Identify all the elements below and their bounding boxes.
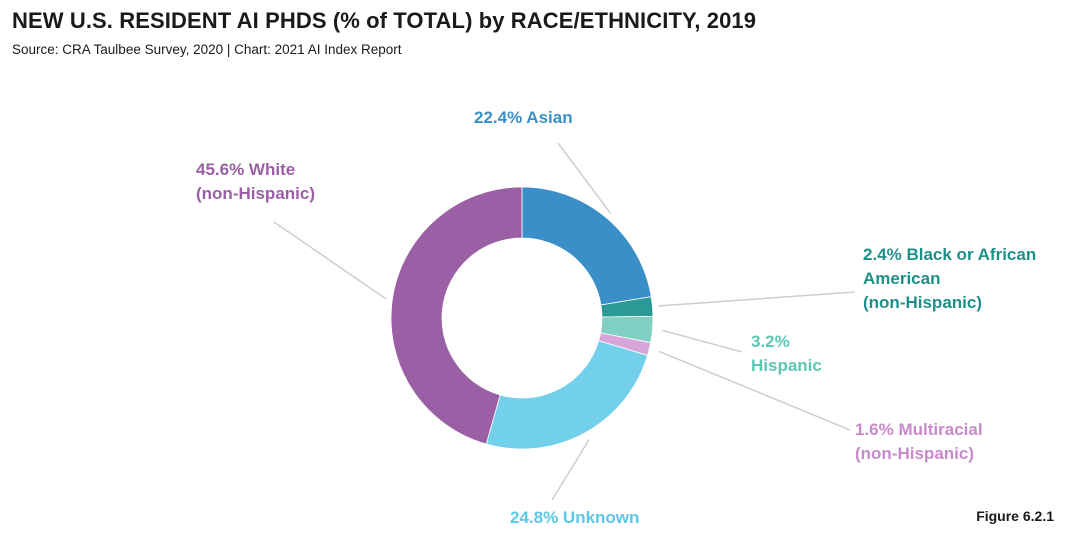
- slice-label-line: 45.6% White: [196, 160, 296, 179]
- slice-label-line: 22.4% Asian: [474, 108, 573, 127]
- leader-line: [557, 142, 612, 215]
- leader-lines: [273, 142, 856, 501]
- slice-label-line: 24.8% Unknown: [510, 508, 640, 527]
- slice-label-white: 45.6% White (non-Hispanic): [196, 158, 315, 206]
- figure-label: Figure 6.2.1: [976, 508, 1054, 524]
- slice-label-line: (non-Hispanic): [863, 293, 982, 312]
- slice-label-line: American: [863, 269, 941, 288]
- slice-white-non-hispanic: [390, 186, 523, 445]
- slice-label-line: Hispanic: [751, 356, 822, 375]
- leader-line: [658, 291, 856, 307]
- leader-line: [662, 329, 743, 353]
- slice-label-hispanic: 3.2% Hispanic: [751, 330, 822, 378]
- slice-label-black: 2.4% Black or African American (non-Hisp…: [863, 243, 1036, 315]
- slice-label-asian: 22.4% Asian: [474, 106, 573, 130]
- leader-line: [273, 221, 387, 300]
- slice-label-multiracial: 1.6% Multiracial (non-Hispanic): [855, 418, 983, 466]
- slice-label-line: (non-Hispanic): [855, 444, 974, 463]
- slice-label-unknown: 24.8% Unknown: [510, 506, 639, 530]
- chart-title: NEW U.S. RESIDENT AI PHDS (% of TOTAL) b…: [12, 8, 757, 33]
- slice-unknown: [485, 340, 649, 450]
- leader-line: [658, 350, 851, 431]
- chart-subtitle: Source: CRA Taulbee Survey, 2020 | Chart…: [12, 42, 402, 57]
- slice-label-line: 2.4% Black or African: [863, 245, 1037, 264]
- slice-label-line: (non-Hispanic): [196, 184, 315, 203]
- slice-label-line: 1.6% Multiracial: [855, 420, 983, 439]
- slice-asian: [521, 186, 652, 306]
- leader-line: [551, 439, 590, 501]
- donut-slices: [390, 186, 654, 450]
- slice-label-line: 3.2%: [751, 332, 790, 351]
